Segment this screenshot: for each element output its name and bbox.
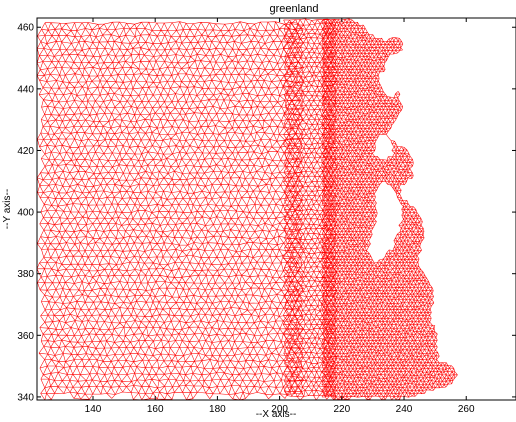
- x-tick-label: 140: [85, 404, 102, 415]
- y-tick-label: 400: [17, 208, 34, 219]
- y-tick-label: 380: [17, 269, 34, 280]
- y-axis: 340 360 380 400 420 440 460: [17, 23, 516, 403]
- x-tick-label: 240: [396, 404, 413, 415]
- x-tick-label: 260: [458, 404, 475, 415]
- mesh-edges: [321, 18, 458, 400]
- y-axis-title: --Y axis--: [2, 189, 13, 229]
- x-tick-label: 220: [333, 404, 350, 415]
- y-tick-label: 440: [17, 84, 34, 95]
- triangle-mesh: [37, 18, 458, 400]
- mesh-edges: [37, 21, 305, 400]
- x-axis: 140 160 180 200 220 240 260: [85, 18, 475, 415]
- y-tick-label: 460: [17, 23, 34, 34]
- plot-frame: [36, 17, 516, 401]
- chart-title: greenland: [270, 3, 319, 15]
- x-tick-label: 200: [271, 404, 288, 415]
- y-tick-label: 340: [17, 392, 34, 403]
- x-tick-label: 180: [209, 404, 226, 415]
- x-tick-label: 160: [147, 404, 164, 415]
- y-tick-label: 360: [17, 331, 34, 342]
- y-tick-label: 420: [17, 146, 34, 157]
- x-axis-title: --X axis--: [256, 409, 297, 420]
